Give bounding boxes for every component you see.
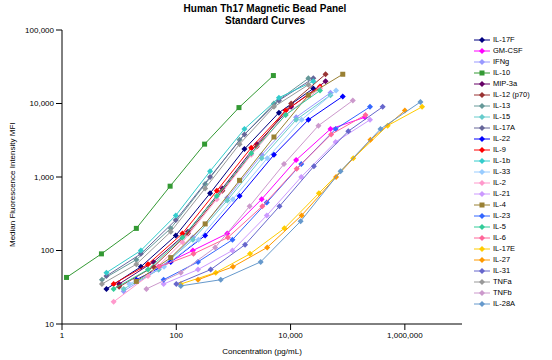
html-text:IL-13: IL-13 (493, 101, 511, 110)
html-text:Standard Curves: Standard Curves (225, 15, 305, 26)
svg-text:100: 100 (170, 331, 184, 340)
html-text:IL-15: IL-15 (493, 112, 511, 121)
svg-text:Median Fluorescence Intensity: Median Fluorescence Intensity MFI (8, 123, 17, 248)
html-text:TNFb: TNFb (493, 288, 512, 297)
html-text:IL-23: IL-23 (493, 211, 511, 220)
svg-text:Concentration (pg/mL): Concentration (pg/mL) (222, 347, 302, 356)
html-text:TNFa: TNFa (493, 277, 512, 286)
html-text:IFNg: IFNg (493, 57, 510, 66)
html-text:IL-31: IL-31 (493, 266, 511, 275)
html-text:IL-4: IL-4 (493, 200, 506, 209)
html-text:MIP-3a: MIP-3a (493, 79, 518, 88)
html-text:IL-28A: IL-28A (493, 299, 516, 308)
svg-text:1,000: 1,000 (34, 173, 55, 182)
html-text:Human Th17 Magnetic Bead Panel: Human Th17 Magnetic Bead Panel (183, 3, 347, 14)
svg-text:100: 100 (41, 246, 55, 255)
svg-text:1,000,000: 1,000,000 (387, 331, 423, 340)
html-text:IL-17F: IL-17F (493, 35, 515, 44)
html-text:IL-9: IL-9 (493, 145, 506, 154)
html-text:IL-5: IL-5 (493, 222, 506, 231)
html-text:GM-CSF: GM-CSF (493, 46, 523, 55)
html-text:IL-22: IL-22 (493, 134, 511, 143)
svg-text:100,000: 100,000 (25, 26, 54, 35)
html-text:IL-17A: IL-17A (493, 123, 516, 132)
html-text:IL-10: IL-10 (493, 68, 511, 77)
html-text:IL-12 (p70): IL-12 (p70) (493, 90, 530, 99)
html-text:IL-27: IL-27 (493, 255, 511, 264)
html-text:IL-1b: IL-1b (493, 156, 511, 165)
html-text:IL-21: IL-21 (493, 189, 511, 198)
html-text:IL-17E: IL-17E (493, 244, 516, 253)
html-text:IL-2: IL-2 (493, 178, 506, 187)
html-text:IL-33: IL-33 (493, 167, 511, 176)
svg-text:10,000: 10,000 (278, 331, 303, 340)
svg-text:1: 1 (60, 331, 65, 340)
html-text:IL-6: IL-6 (493, 233, 506, 242)
svg-text:10,000: 10,000 (30, 99, 55, 108)
svg-text:10: 10 (45, 320, 54, 329)
